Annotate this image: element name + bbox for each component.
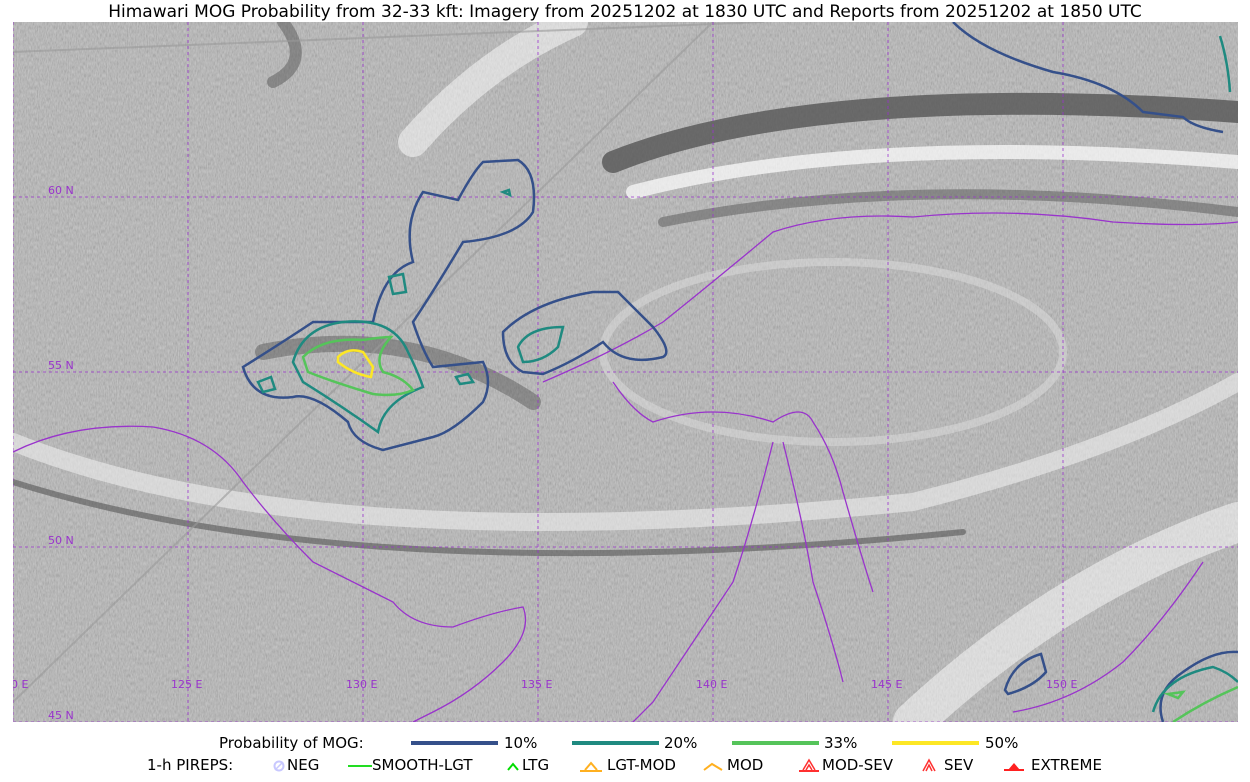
mog-legend-label: Probability of MOG: — [219, 734, 364, 752]
swatch-33pct — [732, 741, 819, 745]
contour-10pct — [241, 22, 1238, 722]
lon-label: 130 E — [346, 678, 377, 691]
lat-label: 60 N — [48, 184, 74, 197]
caret-icon — [507, 762, 519, 771]
pirep-item: NEG — [287, 756, 320, 774]
lon-label: 140 E — [696, 678, 727, 691]
satellite-map: 60 N 55 N 50 N 45 N 120 E 125 E 130 E 13… — [13, 22, 1238, 722]
lon-label: 125 E — [171, 678, 202, 691]
line-icon — [348, 765, 372, 767]
caret-icon — [703, 762, 723, 771]
grid-labels: 60 N 55 N 50 N 45 N 120 E 125 E 130 E 13… — [13, 184, 1077, 722]
double-caret-bar-icon — [799, 758, 819, 772]
pirep-item: MOD-SEV — [822, 756, 893, 774]
swatch-50pct — [892, 741, 979, 745]
contour-50pct — [336, 349, 375, 379]
pirep-item: LTG — [522, 756, 550, 774]
mog-legend-item: 33% — [824, 734, 858, 752]
lon-label: 120 E — [13, 678, 28, 691]
mog-legend-item: 50% — [985, 734, 1019, 752]
contour-33pct — [301, 335, 1238, 722]
graticule — [13, 22, 1238, 722]
mog-legend-item: 10% — [504, 734, 538, 752]
lon-label: 135 E — [521, 678, 552, 691]
lon-label: 145 E — [871, 678, 902, 691]
caret-bar-icon — [580, 761, 602, 772]
pirep-item: SMOOTH-LGT — [372, 756, 473, 774]
coastlines — [13, 212, 1238, 722]
double-caret-icon — [922, 758, 936, 772]
lat-label: 45 N — [48, 709, 74, 722]
pirep-legend-label: 1-h PIREPS: — [147, 756, 234, 774]
mog-legend-item: 20% — [664, 734, 698, 752]
pirep-item: MOD — [727, 756, 764, 774]
lon-label: 150 E — [1046, 678, 1077, 691]
contour-20pct — [256, 35, 1238, 713]
lat-label: 50 N — [48, 534, 74, 547]
pirep-item: EXTREME — [1031, 756, 1102, 774]
swatch-20pct — [572, 741, 659, 745]
filled-triangle-icon — [1004, 763, 1024, 771]
chart-title: Himawari MOG Probability from 32-33 kft:… — [108, 2, 1142, 22]
swatch-10pct — [411, 741, 498, 745]
lat-label: 55 N — [48, 359, 74, 372]
neg-circle-icon — [273, 760, 285, 772]
pirep-item: SEV — [944, 756, 974, 774]
pirep-item: LGT-MOD — [607, 756, 676, 774]
